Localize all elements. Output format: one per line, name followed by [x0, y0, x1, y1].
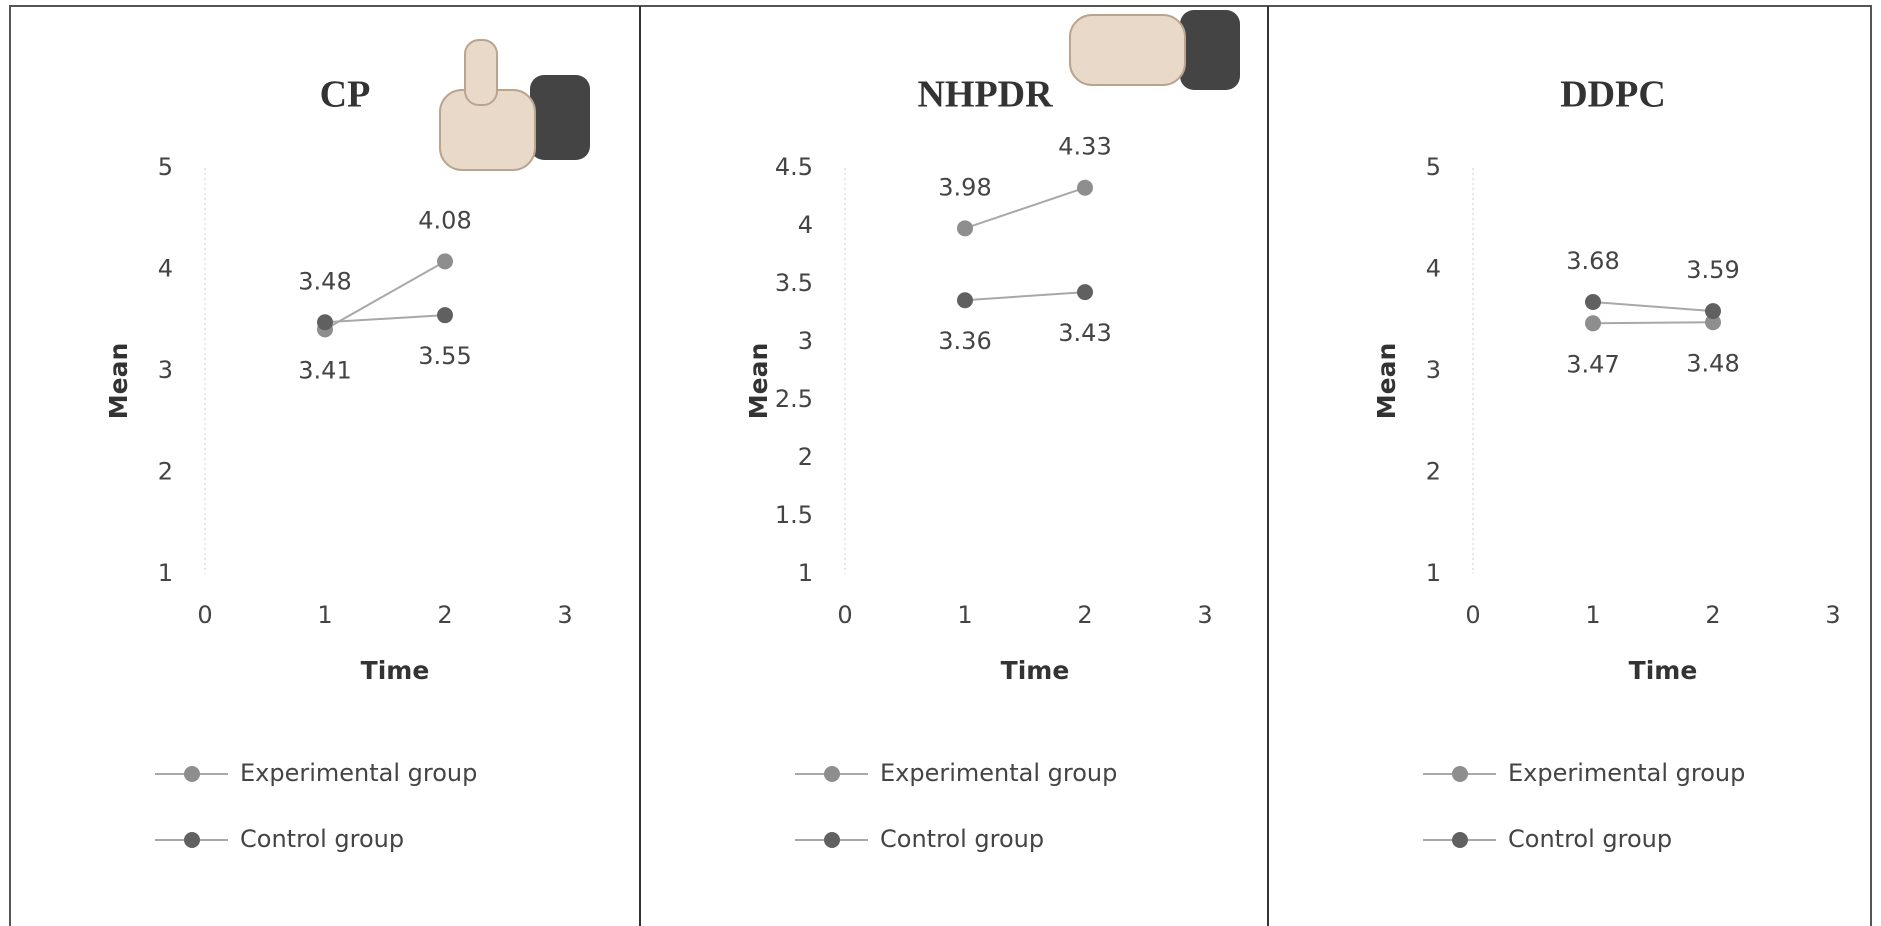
- series-line: [964, 186, 1086, 230]
- y-axis-title: Mean: [104, 343, 133, 420]
- data-point: [957, 292, 973, 309]
- y-tick-label: 1.5: [775, 501, 813, 529]
- legend-label: Control group: [880, 825, 1044, 853]
- x-tick-label: 1: [317, 601, 332, 629]
- x-tick-label: 0: [837, 601, 852, 629]
- data-label: 4.08: [418, 206, 471, 234]
- y-tick-label: 2: [158, 458, 173, 486]
- data-point: [437, 307, 453, 324]
- y-tick-label: 4: [158, 255, 173, 283]
- y-tick-label: 3: [1426, 356, 1441, 384]
- y-tick-label: 4: [798, 211, 813, 239]
- data-label: 3.48: [298, 267, 351, 295]
- y-tick-label: 2: [798, 443, 813, 471]
- thumb-icon: [439, 39, 590, 171]
- legend-label: Control group: [240, 825, 404, 853]
- x-tick-label: 0: [1465, 601, 1480, 629]
- frame: [9, 5, 1872, 926]
- y-tick-label: 1: [798, 559, 813, 587]
- series-line: [1592, 300, 1714, 313]
- x-tick-label: 2: [1077, 601, 1092, 629]
- chart-title: CP: [320, 74, 371, 116]
- x-tick-label: 0: [197, 601, 212, 629]
- data-label: 3.36: [938, 327, 991, 355]
- series-line: [964, 291, 1086, 302]
- series-line: [324, 314, 446, 324]
- y-tick-label: 5: [158, 153, 173, 181]
- y-tick-label: 3: [798, 327, 813, 355]
- legend-marker: [824, 832, 840, 848]
- data-point: [437, 253, 453, 270]
- x-axis-title: Time: [361, 656, 430, 685]
- data-point: [1705, 314, 1721, 331]
- x-tick-label: 1: [957, 601, 972, 629]
- data-label: 3.48: [1686, 349, 1739, 377]
- thumb-icon: [1069, 10, 1240, 90]
- data-label: 4.33: [1058, 133, 1111, 161]
- data-label: 3.68: [1566, 247, 1619, 275]
- x-axis-title: Time: [1629, 656, 1698, 685]
- data-label: 3.41: [298, 356, 351, 384]
- data-label: 3.55: [418, 342, 471, 370]
- y-tick-label: 4.5: [775, 153, 813, 181]
- data-label: 3.47: [1566, 350, 1619, 378]
- y-axis-title: Mean: [744, 343, 773, 420]
- x-tick-label: 2: [1705, 601, 1720, 629]
- y-tick-label: 2: [1426, 458, 1441, 486]
- chart-title: DDPC: [1560, 74, 1666, 116]
- x-tick-label: 3: [1825, 601, 1840, 629]
- y-tick-label: 2.5: [775, 385, 813, 413]
- series-line: [324, 260, 446, 331]
- legend-marker: [1452, 766, 1468, 782]
- chart-title: NHPDR: [917, 74, 1053, 116]
- legend-marker: [1452, 832, 1468, 848]
- data-point: [1705, 303, 1721, 320]
- data-point: [317, 314, 333, 331]
- data-point: [1077, 284, 1093, 301]
- x-tick-label: 3: [557, 601, 572, 629]
- y-tick-label: 1: [158, 559, 173, 587]
- legend-label: Experimental group: [1508, 759, 1745, 787]
- data-label: 3.59: [1686, 256, 1739, 284]
- x-tick-label: 3: [1197, 601, 1212, 629]
- data-point: [1585, 315, 1601, 332]
- legend-marker: [824, 766, 840, 782]
- legend-marker: [184, 766, 200, 782]
- x-tick-label: 1: [1585, 601, 1600, 629]
- legend-marker: [184, 832, 200, 848]
- y-tick-label: 1: [1426, 559, 1441, 587]
- y-tick-label: 4: [1426, 255, 1441, 283]
- data-label: 3.98: [938, 173, 991, 201]
- x-tick-label: 2: [437, 601, 452, 629]
- y-tick-label: 3: [158, 356, 173, 384]
- y-tick-label: 3.5: [775, 269, 813, 297]
- data-label: 3.43: [1058, 319, 1111, 347]
- x-axis-title: Time: [1001, 656, 1070, 685]
- legend-label: Experimental group: [880, 759, 1117, 787]
- data-point: [1077, 179, 1093, 196]
- y-axis-title: Mean: [1372, 343, 1401, 420]
- series-line: [1592, 321, 1714, 325]
- legend-label: Experimental group: [240, 759, 477, 787]
- data-point: [1585, 293, 1601, 310]
- y-tick-label: 5: [1426, 153, 1441, 181]
- data-point: [957, 220, 973, 237]
- legend-label: Control group: [1508, 825, 1672, 853]
